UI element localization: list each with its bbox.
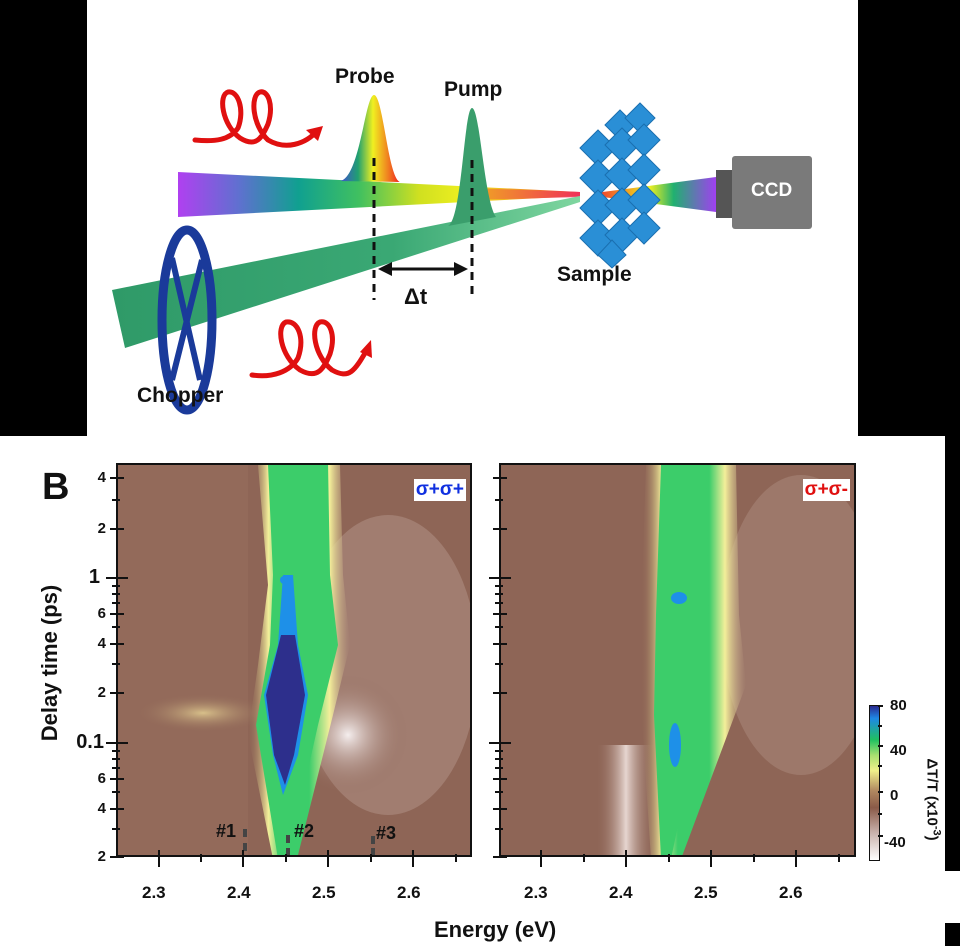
panel-a-schematic: Probe Pump Sample Chopper Δt CCD	[87, 0, 858, 436]
delta-t-label: Δt	[404, 284, 428, 309]
y-axis-label: Delay time (ps)	[37, 584, 62, 742]
y-tick-0.2: 2	[97, 684, 106, 701]
x-tick-left-2.4: 2.4	[227, 883, 251, 902]
chopper-label: Chopper	[137, 384, 224, 407]
y-tick-1: 1	[88, 566, 100, 588]
black-margin-right	[945, 436, 960, 871]
marker-label-2: #2	[294, 821, 315, 841]
x-tick-right-2.4: 2.4	[609, 883, 633, 902]
y-tick-0.06: 6	[97, 770, 106, 787]
ccd-label: CCD	[751, 180, 793, 201]
x-tick-right-2.5: 2.5	[694, 883, 718, 902]
circular-polarization-arrow-bottom	[249, 319, 371, 379]
y-tick-0.1: 0.1	[76, 731, 104, 753]
colorbar-tick-80: 80	[890, 697, 907, 714]
panel-letter-b: B	[42, 466, 70, 508]
x-tick-right-2.6: 2.6	[779, 883, 803, 902]
polarization-label-sigma-plus-minus: σ+σ-	[802, 479, 850, 501]
colorbar-tick-minus-40: -40	[884, 834, 906, 851]
chopper-icon	[157, 225, 217, 415]
colorbar-label-text: ΔT/T (x10	[923, 758, 941, 826]
circular-polarization-arrow-top	[192, 89, 321, 148]
polarization-label-sigma-plus-plus: σ+σ+	[413, 479, 466, 501]
pump-label: Pump	[444, 78, 503, 101]
colorbar-ticks	[878, 705, 883, 837]
colorbar-label-close: )	[923, 835, 941, 841]
probe-label: Probe	[335, 65, 395, 88]
x-tick-left-2.5: 2.5	[312, 883, 336, 902]
black-margin-top-right	[858, 0, 960, 436]
sample-crystal-icon	[579, 102, 661, 269]
x-tick-left-2.3: 2.3	[142, 883, 166, 902]
marker-label-1: #1	[216, 821, 237, 841]
colorbar	[869, 705, 880, 861]
ccd-camera-icon	[716, 156, 812, 229]
black-margin-right-bottom	[945, 923, 960, 946]
y-tick-2: 2	[97, 520, 106, 537]
y-axis-ticks-right	[489, 477, 511, 858]
marker-label-3: #3	[376, 823, 397, 843]
x-tick-left-2.6: 2.6	[397, 883, 421, 902]
y-tick-0.4: 4	[97, 635, 106, 652]
heatmap-sigma-plus-plus: σ+σ+ #1 #2 #3	[116, 463, 472, 857]
y-axis-ticks-left	[106, 477, 128, 858]
colorbar-label: ΔT/T (x10-3)	[924, 735, 943, 865]
black-margin-left	[0, 0, 87, 436]
y-tick-0.02: 2	[97, 848, 106, 865]
y-tick-0.6: 6	[97, 605, 106, 622]
colorbar-tick-0: 0	[890, 787, 899, 804]
x-axis-label: Energy (eV)	[434, 917, 557, 942]
schematic-graphics	[112, 89, 812, 415]
sample-label: Sample	[557, 263, 632, 286]
x-axis-ticks-left	[158, 850, 457, 867]
x-tick-right-2.3: 2.3	[524, 883, 548, 902]
y-tick-0.04: 4	[97, 800, 106, 817]
colorbar-label-exponent: -3	[930, 825, 943, 836]
x-axis-ticks-right	[540, 850, 840, 867]
colorbar-tick-40: 40	[890, 742, 907, 759]
y-tick-4: 4	[97, 469, 106, 486]
heatmap-sigma-plus-minus: σ+σ-	[499, 463, 856, 857]
